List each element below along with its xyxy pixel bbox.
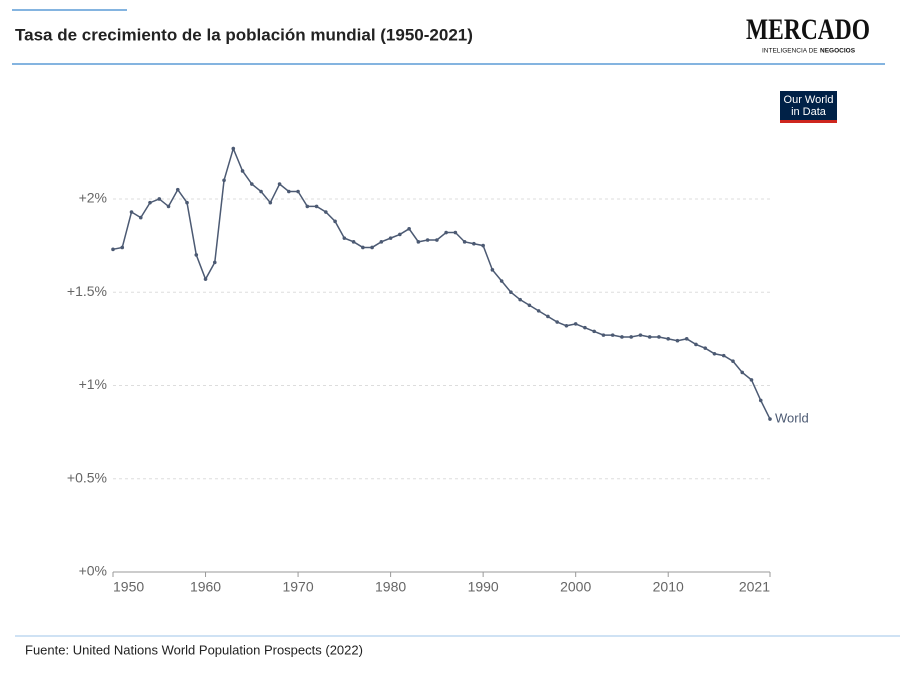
point [620,335,624,339]
point [435,238,439,242]
point [749,378,754,382]
y-tick-label: +0.5% [67,469,107,485]
point [277,182,282,186]
point [333,219,337,224]
point [509,290,513,295]
point [684,337,689,341]
point [370,245,374,250]
point [610,333,615,337]
logo-tagline-bold: NEGOCIOS [820,48,856,55]
point [444,230,448,235]
series-line [112,146,771,420]
point [361,245,365,250]
point [490,268,495,272]
point [120,245,125,250]
point [351,240,356,244]
point [305,204,310,209]
point [601,333,606,337]
badge-stripe [780,120,837,123]
y-tick-label: +2% [79,190,107,206]
point [194,253,199,257]
point [453,230,458,235]
x-tick-label: 2021 [739,579,770,595]
point [250,182,254,186]
series-label: World [775,410,809,425]
point [175,187,180,192]
point [138,215,143,220]
point [499,279,504,283]
point [240,169,245,173]
point [148,200,152,205]
point [592,329,596,334]
y-tick-label: +0% [79,563,107,579]
point [185,200,189,205]
point [657,335,661,339]
x-tick-label: 2010 [653,579,684,595]
point [129,210,134,214]
point [555,320,559,324]
x-tick-label: 1980 [375,579,406,595]
x-tick-label: 2000 [560,579,591,595]
point [416,240,421,244]
point [222,178,226,183]
point [721,353,726,358]
point [462,240,467,244]
point [472,241,476,246]
point [342,236,347,240]
x-tick-label: 1970 [282,579,313,595]
point [536,309,541,313]
point [203,277,208,281]
point [527,303,532,308]
point [296,189,300,194]
point [712,351,717,356]
point [731,359,735,364]
point [111,247,115,252]
point [398,232,402,237]
x-tick-label: 1950 [113,579,144,595]
badge-text: in Data [791,106,827,118]
point [231,146,236,151]
source: Fuente: United Nations World Population … [25,642,363,657]
point [666,337,671,341]
point [740,370,745,375]
y-tick-label: +1.5% [67,283,107,299]
point [425,238,430,242]
point [379,240,384,244]
point [518,297,522,302]
point [481,243,485,248]
point [287,189,291,194]
badge-text: Our World [784,94,834,106]
point [166,204,171,209]
point [647,335,652,339]
point [546,314,550,319]
point [157,197,162,201]
point [629,335,633,339]
point [583,325,587,330]
point [268,200,273,205]
point [768,417,772,421]
point [675,338,680,343]
x-tick-label: 1990 [468,579,499,595]
point [703,346,708,350]
point [212,260,217,265]
point [638,333,643,337]
y-tick-label: +1% [79,376,107,392]
point [573,322,578,326]
point [758,398,763,403]
point [324,210,328,214]
logo-tagline: INTELIGENCIA DE [762,48,818,55]
x-tick-label: 1960 [190,579,221,595]
point [694,342,698,347]
point [314,204,319,209]
point [564,323,569,328]
logo-name: MERCADO [746,13,870,46]
badge-box [780,91,837,123]
point [407,227,411,231]
point [388,236,393,240]
chart-title: Tasa de crecimiento de la población mund… [15,25,473,44]
point [259,189,263,194]
